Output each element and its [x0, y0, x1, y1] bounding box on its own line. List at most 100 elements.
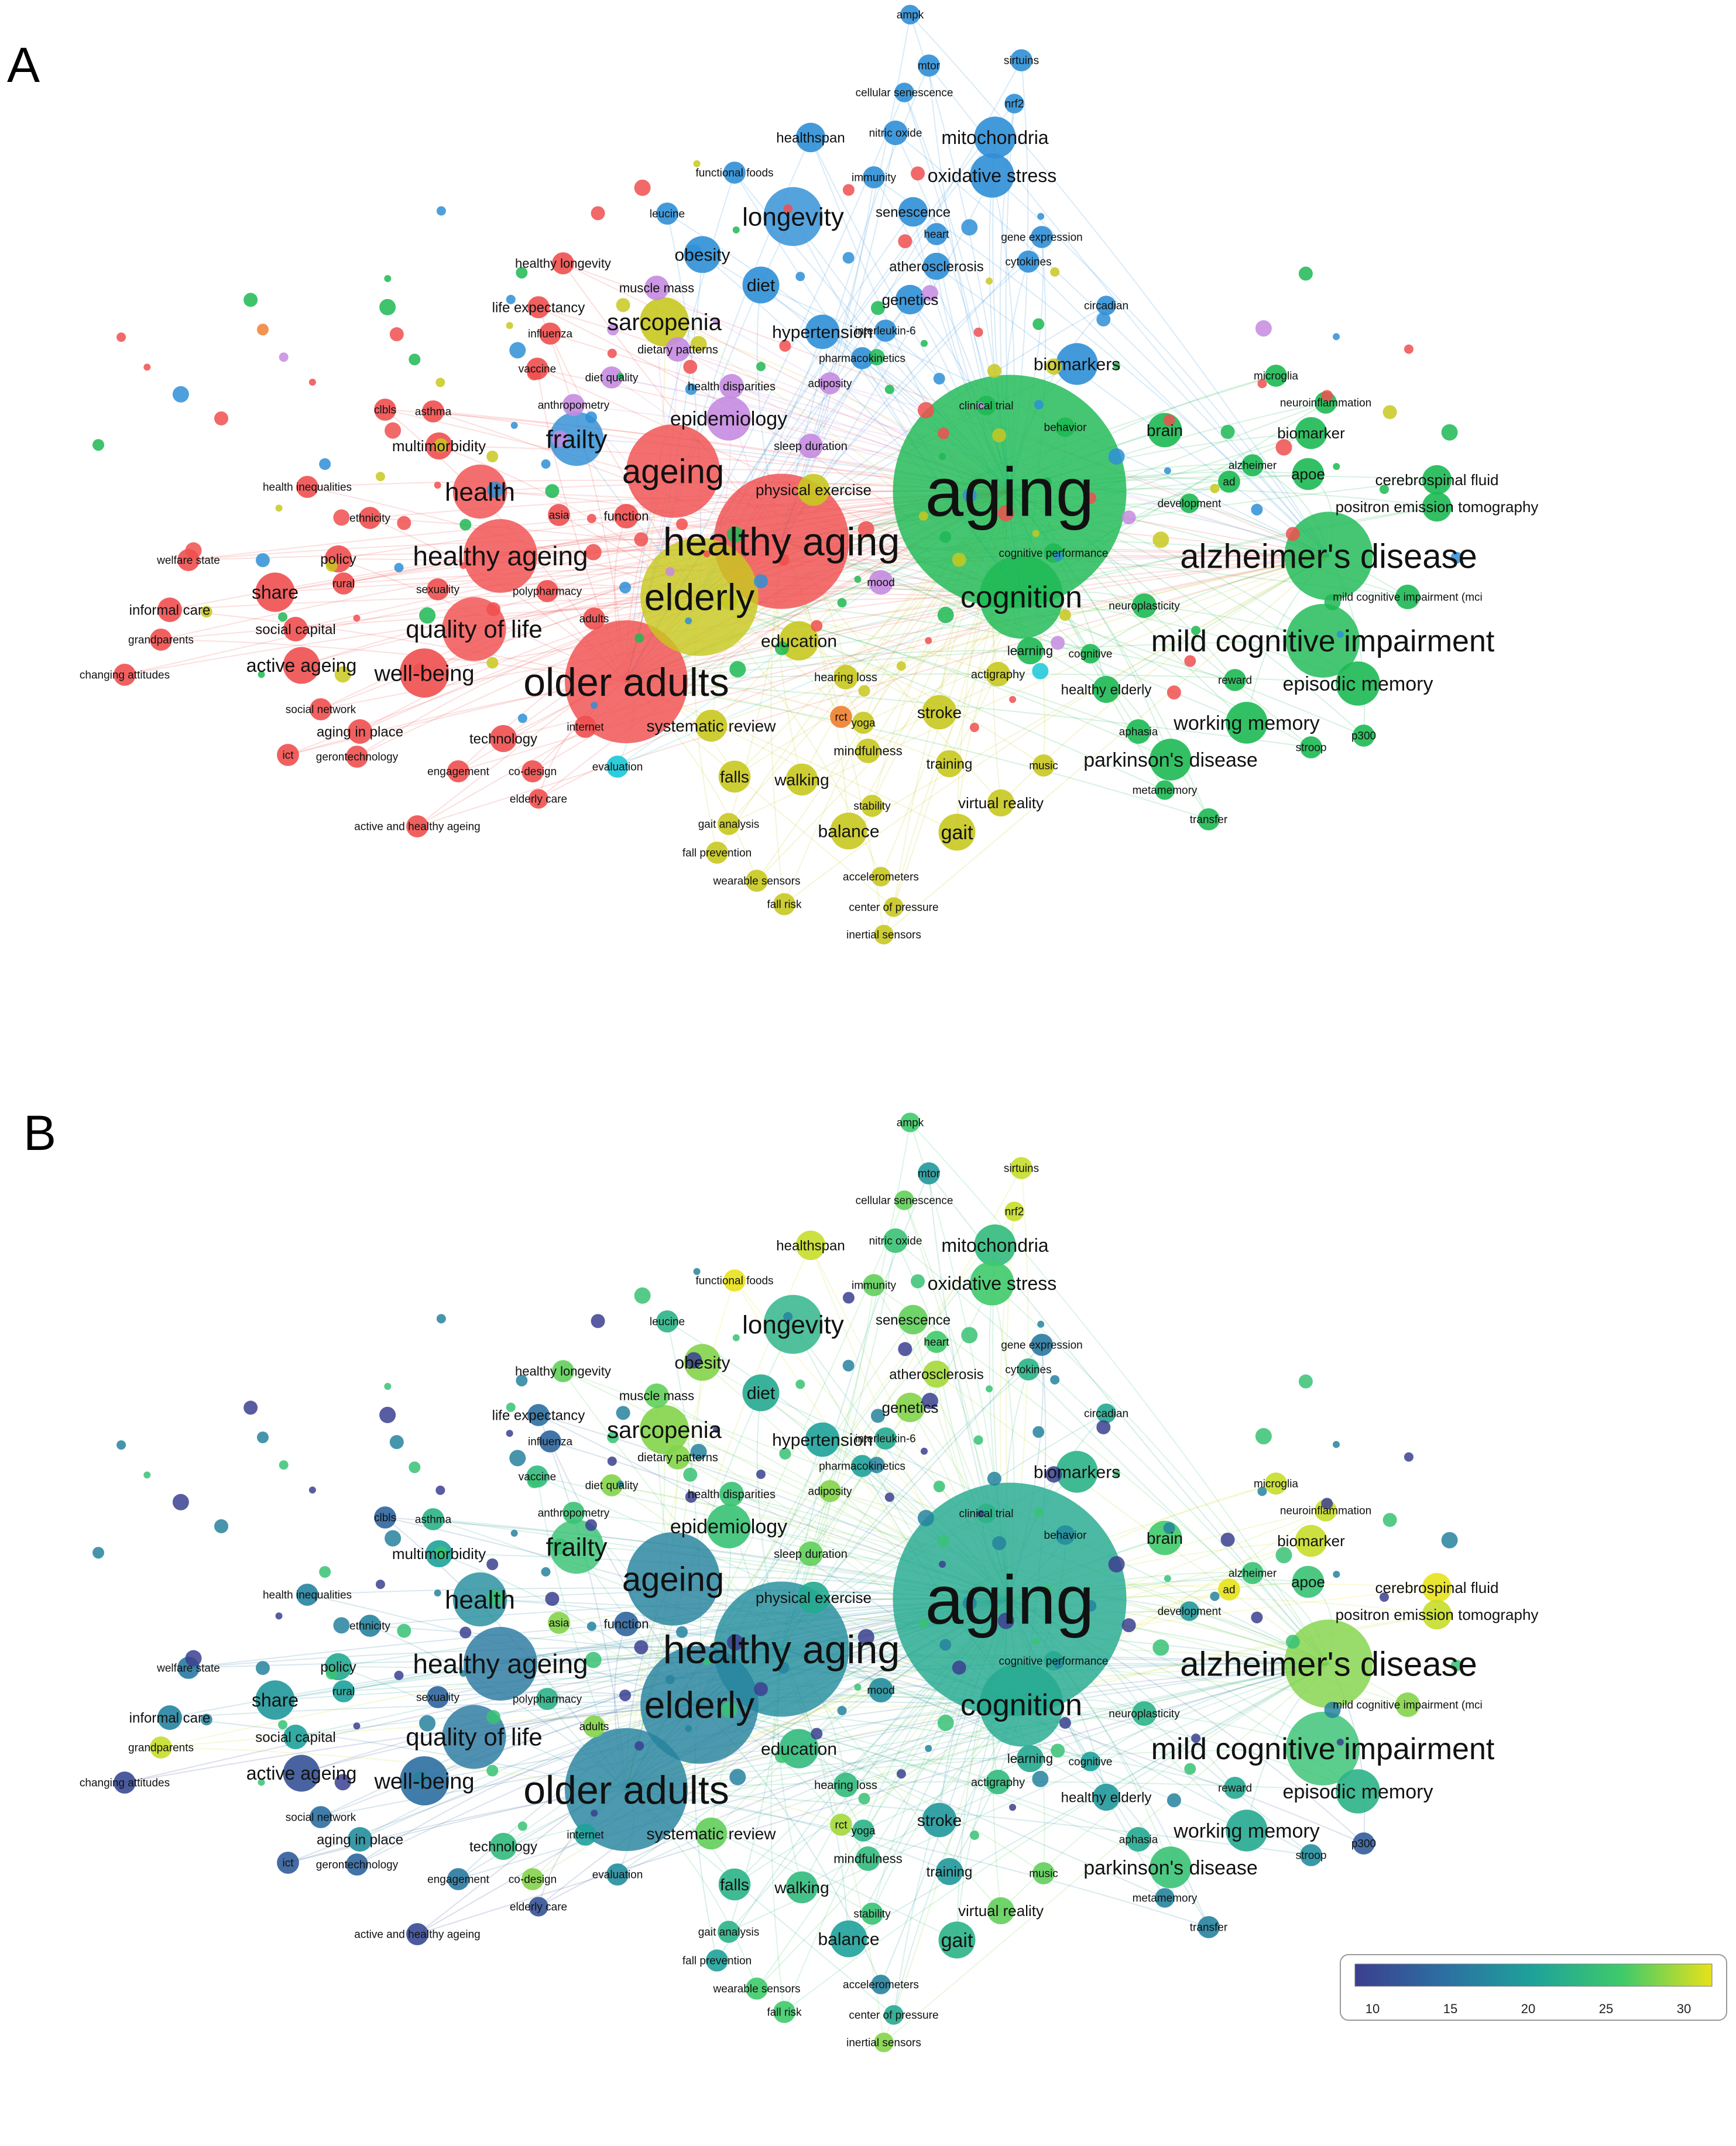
minor-keyword-node[interactable]	[969, 722, 979, 732]
keyword-node[interactable]	[1295, 1524, 1327, 1557]
minor-keyword-node[interactable]	[732, 1334, 740, 1341]
minor-keyword-node[interactable]	[585, 544, 602, 561]
keyword-node[interactable]	[805, 314, 840, 349]
minor-keyword-node[interactable]	[921, 1447, 928, 1455]
keyword-node[interactable]	[1055, 1525, 1075, 1545]
minor-keyword-node[interactable]	[1333, 463, 1340, 471]
minor-keyword-node[interactable]	[634, 1741, 644, 1751]
minor-keyword-node[interactable]	[92, 1547, 105, 1559]
keyword-node[interactable]	[583, 607, 605, 630]
minor-keyword-node[interactable]	[1220, 424, 1235, 439]
minor-keyword-node[interactable]	[1404, 344, 1413, 354]
minor-keyword-node[interactable]	[884, 1492, 894, 1502]
minor-keyword-node[interactable]	[1184, 1763, 1196, 1775]
minor-keyword-node[interactable]	[1275, 1547, 1292, 1564]
minor-keyword-node[interactable]	[1210, 1591, 1220, 1601]
keyword-node[interactable]	[898, 1304, 928, 1335]
minor-keyword-node[interactable]	[634, 179, 651, 196]
minor-keyword-node[interactable]	[693, 1268, 701, 1275]
minor-keyword-node[interactable]	[1441, 424, 1458, 441]
keyword-node[interactable]	[359, 1615, 381, 1637]
keyword-node[interactable]	[1224, 1777, 1246, 1799]
minor-keyword-node[interactable]	[634, 1640, 649, 1654]
keyword-node[interactable]	[1241, 1562, 1264, 1584]
keyword-node[interactable]	[1218, 471, 1240, 493]
minor-keyword-node[interactable]	[779, 1448, 791, 1460]
minor-keyword-node[interactable]	[586, 513, 596, 523]
minor-keyword-node[interactable]	[1191, 626, 1201, 636]
minor-keyword-node[interactable]	[918, 511, 928, 521]
minor-keyword-node[interactable]	[434, 1589, 441, 1596]
minor-keyword-node[interactable]	[973, 327, 983, 337]
minor-keyword-node[interactable]	[685, 383, 697, 395]
keyword-node[interactable]	[1218, 1578, 1240, 1601]
minor-keyword-node[interactable]	[1051, 1743, 1065, 1758]
keyword-node[interactable]	[1096, 296, 1116, 315]
minor-keyword-node[interactable]	[921, 285, 938, 302]
minor-keyword-node[interactable]	[683, 1467, 698, 1482]
keyword-node[interactable]	[1198, 1916, 1220, 1938]
minor-keyword-node[interactable]	[607, 1456, 617, 1466]
minor-keyword-node[interactable]	[727, 1634, 744, 1651]
minor-keyword-node[interactable]	[713, 318, 721, 325]
minor-keyword-node[interactable]	[486, 657, 499, 669]
minor-keyword-node[interactable]	[1321, 1498, 1333, 1510]
minor-keyword-node[interactable]	[693, 160, 701, 167]
minor-keyword-node[interactable]	[756, 362, 766, 372]
keyword-node[interactable]	[296, 1584, 318, 1606]
minor-keyword-node[interactable]	[1251, 503, 1263, 516]
minor-keyword-node[interactable]	[172, 386, 189, 403]
minor-keyword-node[interactable]	[868, 349, 885, 366]
minor-keyword-node[interactable]	[200, 1714, 212, 1726]
minor-keyword-node[interactable]	[1034, 1508, 1044, 1517]
minor-keyword-node[interactable]	[842, 1292, 855, 1304]
minor-keyword-node[interactable]	[185, 1650, 202, 1667]
keyword-node[interactable]	[861, 795, 883, 817]
minor-keyword-node[interactable]	[409, 1461, 421, 1474]
minor-keyword-node[interactable]	[937, 1535, 949, 1547]
minor-keyword-node[interactable]	[486, 1710, 501, 1725]
keyword-node[interactable]	[779, 621, 819, 661]
minor-keyword-node[interactable]	[1045, 358, 1062, 375]
minor-keyword-node[interactable]	[884, 384, 894, 394]
keyword-node[interactable]	[1126, 719, 1151, 744]
keyword-node[interactable]	[527, 1404, 550, 1426]
minor-keyword-node[interactable]	[1037, 212, 1045, 220]
minor-keyword-node[interactable]	[721, 593, 737, 610]
keyword-node[interactable]	[1226, 1809, 1268, 1852]
minor-keyword-node[interactable]	[1324, 593, 1341, 610]
keyword-node[interactable]	[898, 197, 928, 227]
keyword-node[interactable]	[150, 1736, 172, 1759]
keyword-node[interactable]	[976, 396, 996, 416]
minor-keyword-node[interactable]	[842, 252, 855, 264]
minor-keyword-node[interactable]	[308, 1486, 316, 1494]
minor-keyword-node[interactable]	[375, 1580, 385, 1589]
minor-keyword-node[interactable]	[333, 1617, 350, 1634]
keyword-node[interactable]	[522, 1868, 544, 1890]
keyword-node[interactable]	[527, 296, 550, 318]
keyword-node[interactable]	[819, 372, 841, 394]
keyword-node[interactable]	[974, 116, 1016, 159]
keyword-node[interactable]	[277, 744, 299, 766]
minor-keyword-node[interactable]	[1324, 1701, 1341, 1718]
keyword-node[interactable]	[863, 1274, 885, 1296]
keyword-node[interactable]	[695, 709, 728, 742]
minor-keyword-node[interactable]	[729, 661, 746, 678]
keyword-node[interactable]	[562, 1502, 585, 1524]
minor-keyword-node[interactable]	[977, 1510, 984, 1517]
minor-keyword-node[interactable]	[997, 504, 1014, 521]
keyword-node[interactable]	[900, 5, 920, 25]
minor-keyword-node[interactable]	[961, 1327, 978, 1344]
keyword-node[interactable]	[1150, 739, 1192, 781]
keyword-node[interactable]	[1004, 94, 1024, 114]
minor-keyword-node[interactable]	[811, 1728, 823, 1740]
keyword-node[interactable]	[976, 1503, 996, 1523]
minor-keyword-node[interactable]	[435, 1485, 445, 1495]
keyword-node[interactable]	[718, 1921, 740, 1943]
minor-keyword-node[interactable]	[1321, 390, 1333, 402]
minor-keyword-node[interactable]	[353, 614, 361, 622]
minor-keyword-node[interactable]	[685, 244, 702, 261]
minor-keyword-node[interactable]	[256, 324, 269, 336]
keyword-node[interactable]	[1056, 1451, 1098, 1493]
minor-keyword-node[interactable]	[1085, 1600, 1097, 1612]
